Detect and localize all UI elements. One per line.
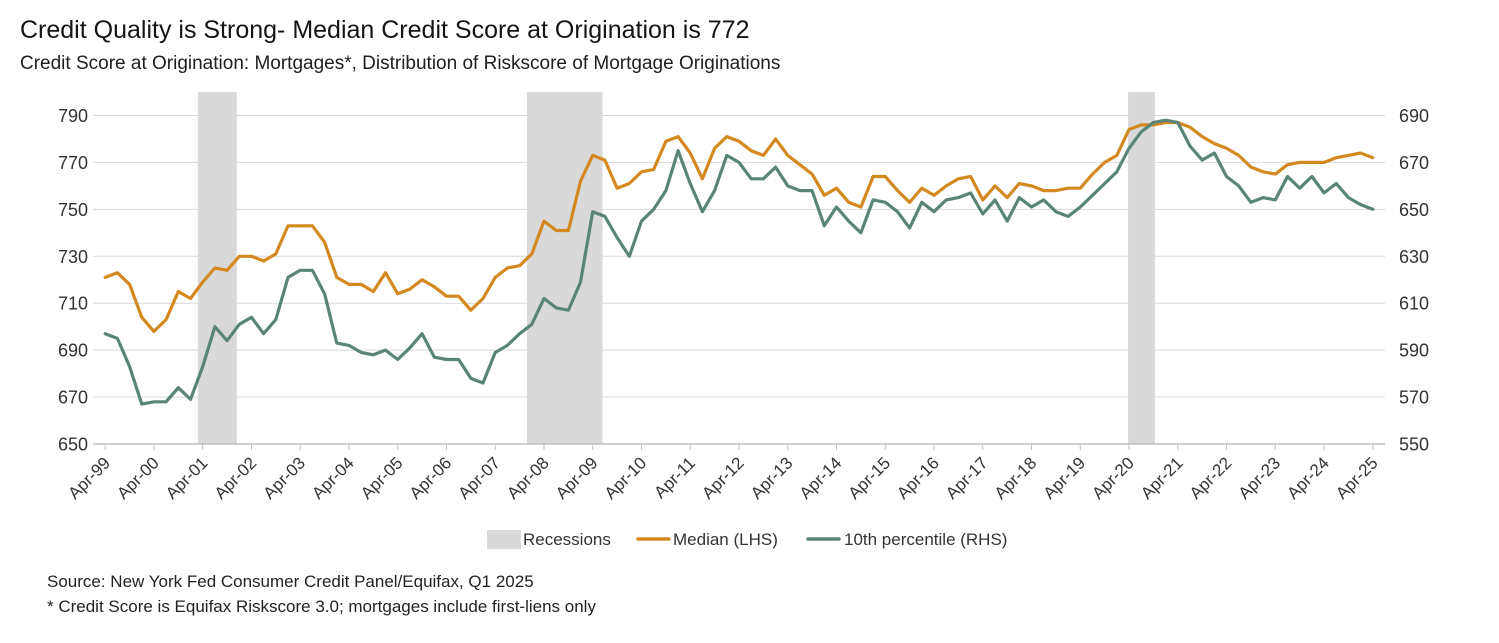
- y-right-tick-label: 570: [1399, 388, 1429, 408]
- y-left-tick-label: 790: [58, 106, 88, 126]
- chart-subtitle: Credit Score at Origination: Mortgages*,…: [20, 53, 780, 74]
- y-right-tick-label: 590: [1399, 341, 1429, 361]
- legend-swatch-recessions: [487, 530, 521, 549]
- legend: Recessions Median (LHS) 10th percentile …: [487, 530, 1007, 549]
- footnote: * Credit Score is Equifax Riskscore 3.0;…: [47, 597, 596, 616]
- y-right-tick-label: 670: [1399, 153, 1429, 173]
- series-line-10th-percentile: [103, 118, 1375, 406]
- legend-label-10th-percentile: 10th percentile (RHS): [844, 530, 1007, 549]
- series-line-median: [103, 120, 1375, 333]
- y-left-tick-label: 770: [58, 153, 88, 173]
- legend-label-recessions: Recessions: [523, 530, 611, 549]
- recession-band: [1128, 92, 1155, 444]
- source-note: Source: New York Fed Consumer Credit Pan…: [47, 572, 534, 591]
- y-left-tick-label: 710: [58, 294, 88, 314]
- y-right-tick-label: 690: [1399, 106, 1429, 126]
- y-right-tick-label: 650: [1399, 200, 1429, 220]
- chart-title: Credit Quality is Strong- Median Credit …: [20, 16, 750, 44]
- y-left-tick-label: 670: [58, 388, 88, 408]
- y-left-tick-label: 730: [58, 247, 88, 267]
- y-left-tick-label: 650: [58, 435, 88, 455]
- y-left-tick-label: 750: [58, 200, 88, 220]
- recession-band: [526, 92, 603, 444]
- y-left-tick-label: 690: [58, 341, 88, 361]
- y-right-tick-label: 630: [1399, 247, 1429, 267]
- legend-label-median: Median (LHS): [673, 530, 778, 549]
- y-right-tick-label: 610: [1399, 294, 1429, 314]
- y-right-tick-label: 550: [1399, 435, 1429, 455]
